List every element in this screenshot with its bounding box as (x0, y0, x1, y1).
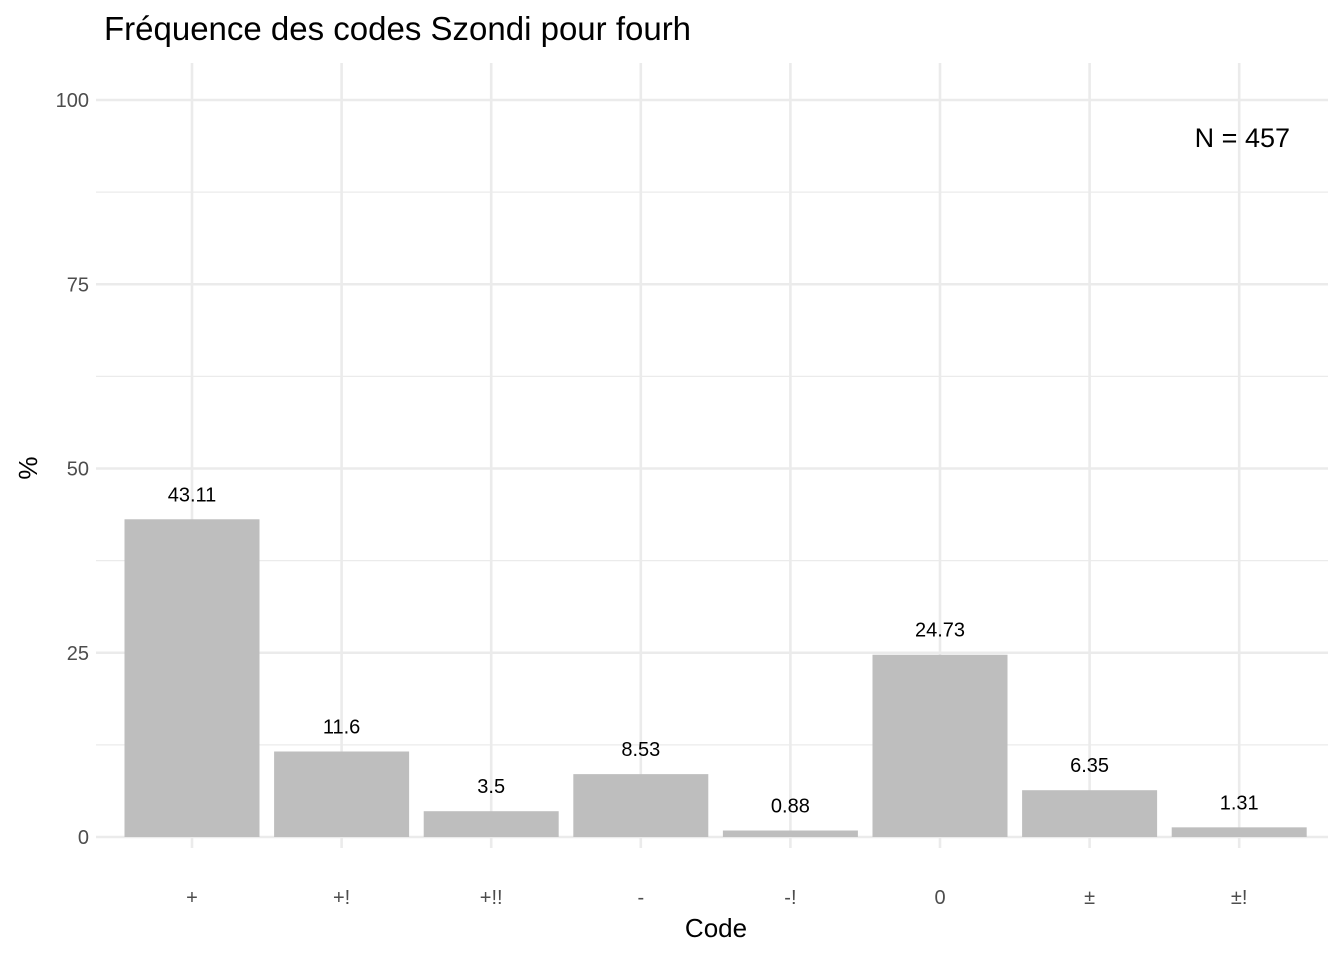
bar (274, 751, 410, 837)
chart-title: Fréquence des codes Szondi pour fourh (104, 10, 691, 47)
bar (872, 654, 1008, 837)
x-axis-title: Code (685, 913, 747, 943)
bar (1022, 790, 1158, 837)
x-tick-labels: + +! +!! - -! 0 ± ±! (186, 887, 1247, 909)
value-labels: 43.11 11.6 3.5 8.53 0.88 24.73 6.35 1.31 (168, 484, 1259, 817)
bar (573, 774, 709, 837)
bar (722, 830, 858, 837)
bar-value-label: 1.31 (1220, 792, 1259, 814)
bars (124, 519, 1307, 837)
x-tick-label: +! (333, 887, 350, 909)
bar-value-label: 0.88 (771, 796, 810, 818)
bar-value-label: 11.6 (323, 717, 360, 739)
bar-value-label: 3.5 (477, 776, 505, 798)
bar (423, 811, 559, 837)
x-tick-label: -! (784, 887, 796, 909)
y-tick-label: 100 (56, 90, 89, 112)
y-axis-title: % (13, 456, 43, 479)
bar-value-label: 43.11 (168, 484, 217, 506)
x-tick-label: - (637, 887, 644, 909)
bar-value-label: 8.53 (621, 739, 660, 761)
sample-size-annotation: N = 457 (1195, 123, 1290, 153)
bar-value-label: 24.73 (915, 620, 965, 642)
bar-value-label: 6.35 (1070, 755, 1109, 777)
y-tick-label: 50 (67, 459, 89, 481)
y-tick-label: 25 (67, 643, 89, 665)
y-tick-label: 75 (67, 274, 89, 296)
x-tick-label: 0 (934, 887, 945, 909)
x-tick-label: +!! (480, 887, 503, 909)
x-tick-label: + (186, 887, 198, 909)
bar (124, 519, 260, 837)
y-tick-labels: 0 25 50 75 100 (56, 90, 89, 849)
x-tick-label: ± (1084, 887, 1095, 909)
grid (96, 63, 1328, 848)
y-tick-label: 0 (78, 827, 89, 849)
x-tick-label: ±! (1231, 887, 1248, 909)
bar (1171, 827, 1307, 837)
